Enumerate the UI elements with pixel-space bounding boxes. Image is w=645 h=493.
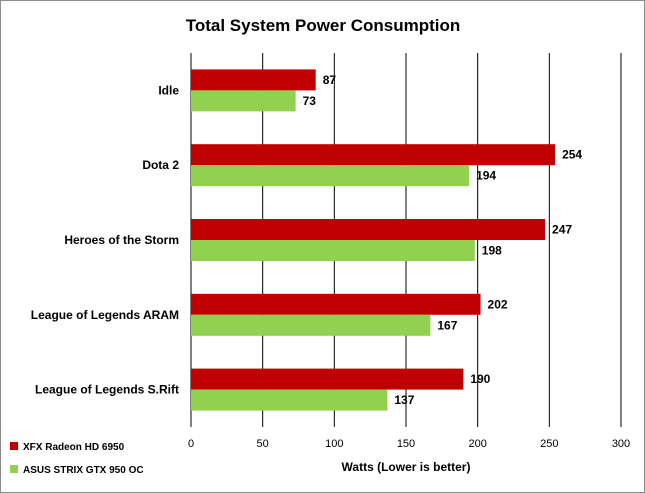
- category-label: League of Legends S.Rift: [35, 383, 179, 397]
- x-tick-labels: 0 50 100 150 200 250 300: [188, 438, 630, 450]
- x-tick-label: 300: [612, 438, 630, 450]
- data-label: 202: [488, 297, 508, 311]
- legend-label: ASUS STRIX GTX 950 OC: [23, 465, 144, 476]
- x-tick-label: 100: [325, 438, 343, 450]
- x-tick-label: 0: [188, 438, 194, 450]
- chart-title: Total System Power Consumption: [186, 16, 461, 35]
- bar-xfx-radeon: [191, 144, 556, 166]
- bar-xfx-radeon: [191, 293, 481, 315]
- bar-xfx-radeon: [191, 219, 546, 240]
- bar-asus-strix: [191, 389, 388, 411]
- data-label: 194: [476, 169, 496, 183]
- data-label: 198: [482, 244, 502, 258]
- x-axis-label: Watts (Lower is better): [342, 460, 471, 474]
- bar-xfx-radeon: [191, 69, 316, 91]
- bar-xfx-radeon: [191, 368, 464, 390]
- x-tick-label: 150: [397, 438, 415, 450]
- category-label: League of Legends ARAM: [31, 308, 179, 322]
- data-label: 254: [562, 148, 582, 162]
- x-tick-label: 200: [468, 438, 486, 450]
- x-tick-label: 250: [540, 438, 558, 450]
- bars: 87 73 254 194 247 198 202 167 190 137: [191, 69, 582, 411]
- data-label: 137: [394, 393, 414, 407]
- x-tick-label: 50: [257, 438, 269, 450]
- bar-asus-strix: [191, 240, 475, 261]
- data-label: 73: [303, 94, 317, 108]
- legend-swatch: [10, 442, 18, 450]
- bar-asus-strix: [191, 90, 296, 112]
- legend: XFX Radeon HD 6950 ASUS STRIX GTX 950 OC: [10, 442, 144, 476]
- category-label: Idle: [158, 83, 179, 97]
- legend-swatch: [10, 465, 18, 473]
- legend-label: XFX Radeon HD 6950: [23, 442, 125, 453]
- bar-asus-strix: [191, 165, 470, 187]
- category-labels: Idle Dota 2 Heroes of the Storm League of L…: [31, 83, 180, 396]
- data-label: 190: [470, 372, 490, 386]
- data-label: 167: [437, 318, 457, 332]
- category-label: Heroes of the Storm: [64, 233, 179, 247]
- category-label: Dota 2: [142, 158, 179, 172]
- data-label: 247: [552, 223, 572, 237]
- bar-asus-strix: [191, 314, 431, 336]
- data-label: 87: [323, 73, 337, 87]
